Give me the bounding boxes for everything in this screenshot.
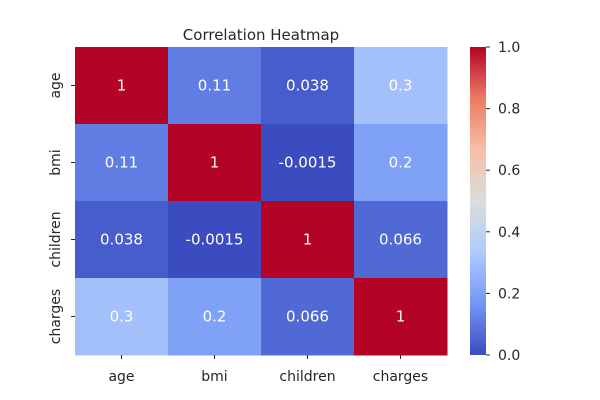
- colorbar-tick-label: 0.2: [498, 286, 520, 302]
- colorbar-tick-label: 0.4: [498, 225, 520, 241]
- cell-value-label: -0.0015: [186, 231, 244, 249]
- cell-value-label: 0.066: [286, 308, 329, 326]
- y-tick-label-children: children: [48, 211, 64, 267]
- cell-value-label: 0.2: [389, 154, 413, 172]
- heatmap-cell-children-children: [261, 201, 355, 279]
- heatmap-cell-bmi-age: [75, 124, 169, 202]
- heatmap-cell-charges-age: [75, 278, 169, 356]
- y-tick-label-bmi: bmi: [48, 149, 64, 175]
- cell-value-label: 1: [210, 154, 220, 172]
- heatmap-cell-charges-bmi: [168, 278, 262, 356]
- heatmap-cell-bmi-children: [261, 124, 355, 202]
- heatmap-cell-bmi-charges: [354, 124, 448, 202]
- chart-title: Correlation Heatmap: [183, 26, 339, 44]
- heatmap-cell-age-age: [75, 47, 169, 125]
- colorbar-gradient-bar: [470, 47, 486, 355]
- x-tick-label-children: children: [279, 369, 335, 385]
- heatmap-cells: [75, 47, 448, 356]
- heatmap-cell-charges-children: [261, 278, 355, 356]
- cell-value-label: 1: [303, 231, 313, 249]
- y-axis-tick-labels: age bmi children charges: [48, 72, 75, 344]
- colorbar-tick-label: 0.0: [498, 348, 520, 364]
- heatmap-cell-bmi-bmi: [168, 124, 262, 202]
- cell-value-label: 1: [117, 77, 127, 95]
- cell-value-label: 0.2: [203, 308, 227, 326]
- heatmap-cell-labels: 1 0.11 0.038 0.3 0.11 1 -0.0015 0.2 0.038 -0.0015…: [100, 77, 422, 326]
- heatmap-cell-children-bmi: [168, 201, 262, 279]
- colorbar-tick-label: 1.0: [498, 40, 520, 56]
- cell-value-label: 0.066: [379, 231, 422, 249]
- cell-value-label: 0.3: [110, 308, 134, 326]
- colorbar: 0.0 0.2 0.4 0.6 0.8 1.0: [470, 40, 520, 364]
- heatmap-cell-age-children: [261, 47, 355, 125]
- x-tick-label-bmi: bmi: [201, 369, 227, 385]
- colorbar-tick-label: 0.6: [498, 163, 520, 179]
- heatmap-cell-children-age: [75, 201, 169, 279]
- heatmap-cell-age-bmi: [168, 47, 262, 125]
- y-tick-label-charges: charges: [48, 289, 64, 344]
- cell-value-label: 0.038: [286, 77, 329, 95]
- cell-value-label: 1: [396, 308, 406, 326]
- cell-value-label: 0.11: [198, 77, 231, 95]
- x-tick-label-age: age: [108, 369, 134, 385]
- cell-value-label: 0.11: [105, 154, 138, 172]
- x-tick-label-charges: charges: [373, 369, 428, 385]
- cell-value-label: 0.038: [100, 231, 143, 249]
- heatmap-cell-charges-charges: [354, 278, 448, 356]
- heatmap-cell-age-charges: [354, 47, 448, 125]
- cell-value-label: -0.0015: [279, 154, 337, 172]
- cell-value-label: 0.3: [389, 77, 413, 95]
- y-tick-label-age: age: [48, 72, 64, 98]
- heatmap-cell-children-charges: [354, 201, 448, 279]
- x-axis-tick-labels: age bmi children charges: [108, 355, 428, 385]
- colorbar-tick-label: 0.8: [498, 102, 520, 118]
